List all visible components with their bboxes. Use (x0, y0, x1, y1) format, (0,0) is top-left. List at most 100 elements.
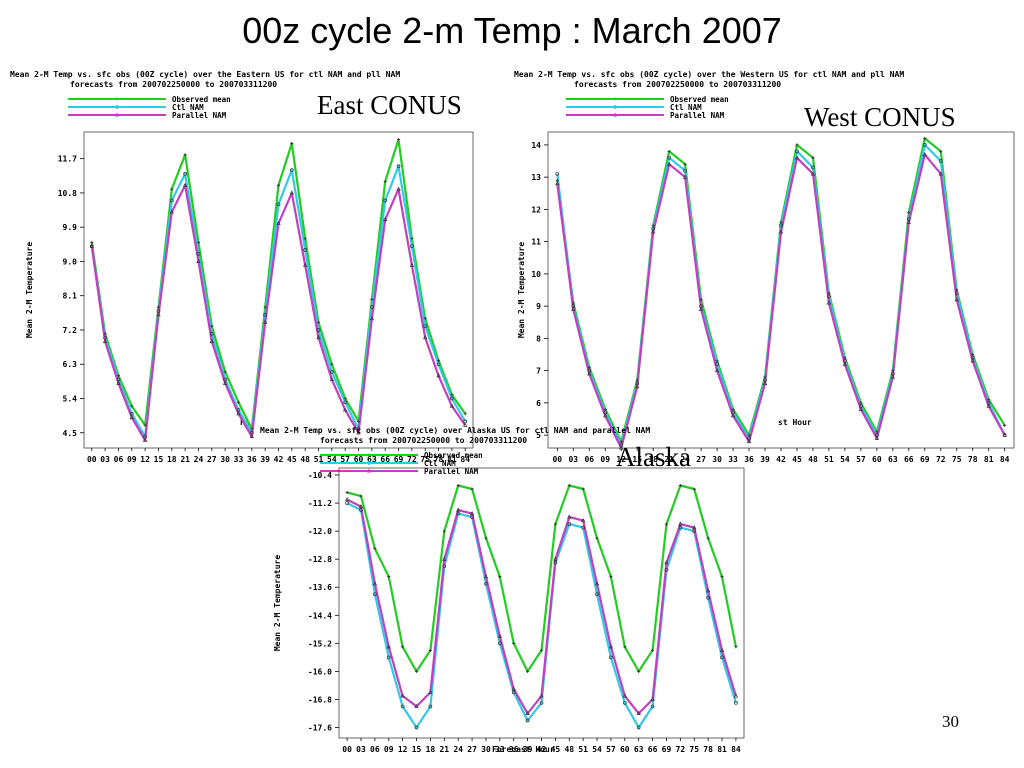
data-point (571, 306, 576, 311)
data-point (316, 320, 321, 324)
data-point (370, 297, 374, 302)
data-point (763, 375, 767, 379)
data-point (497, 633, 503, 638)
data-point (682, 174, 688, 179)
x-tick-label: 45 (551, 745, 561, 754)
data-point (383, 217, 388, 222)
data-point (263, 305, 267, 309)
data-point (580, 518, 586, 523)
data-point (555, 172, 560, 176)
data-point (114, 112, 120, 117)
data-point (373, 592, 377, 597)
chart-title-line: Mean 2-M Temp vs. sfc obs (00Z cycle) ov… (260, 426, 650, 435)
data-point (603, 413, 608, 418)
data-point (692, 529, 697, 533)
alaska-chart: Mean 2-M Temp vs. sfc obs (00Z cycle) ov… (252, 424, 752, 760)
data-point (678, 525, 683, 530)
data-point (449, 403, 455, 408)
legend-label: Observed mean (172, 95, 231, 104)
x-tick-label: 69 (394, 455, 404, 464)
y-tick-label: 8 (536, 334, 541, 343)
data-point (635, 378, 639, 382)
x-tick-label: 18 (167, 455, 177, 464)
x-tick-label: 51 (314, 455, 324, 464)
data-point (156, 312, 161, 317)
data-point (720, 575, 724, 579)
x-tick-label: 66 (648, 745, 658, 754)
data-point (414, 725, 419, 730)
data-point (498, 575, 502, 579)
x-tick-label: 69 (920, 455, 930, 464)
x-tick-label: 75 (420, 455, 430, 464)
x-tick-label: 12 (616, 455, 626, 464)
y-tick-label: 11.7 (58, 155, 77, 164)
data-point (129, 414, 134, 420)
data-point (343, 396, 347, 401)
y-tick-label: -12.8 (308, 555, 332, 564)
alaska-chart-svg: Mean 2-M Temp vs. sfc obs (00Z cycle) ov… (260, 426, 745, 754)
data-point (650, 704, 655, 709)
data-point (613, 97, 617, 101)
x-tick-label: 84 (460, 455, 470, 464)
legend-label: Ctl NAM (670, 103, 702, 112)
data-point (115, 105, 119, 109)
data-point (400, 693, 405, 698)
data-point (843, 356, 847, 360)
data-point (622, 693, 627, 698)
y-tick-label: 9.0 (63, 257, 78, 266)
data-point (827, 291, 831, 295)
data-point (262, 319, 268, 324)
data-point (456, 507, 461, 512)
data-point (290, 141, 294, 146)
data-point (387, 575, 391, 579)
data-point (386, 644, 391, 649)
data-point (170, 187, 174, 191)
x-tick-label: 24 (680, 455, 690, 464)
data-point (1003, 423, 1007, 428)
data-point (650, 696, 655, 701)
y-tick-label: -10.4 (308, 471, 332, 480)
data-point (699, 298, 703, 302)
data-point (316, 335, 321, 340)
data-point (826, 300, 832, 305)
x-tick-label: 15 (412, 745, 422, 754)
data-point (715, 359, 719, 363)
data-point (1002, 432, 1007, 437)
y-tick-label: -14.4 (308, 611, 332, 620)
y-tick-label: 10.8 (58, 189, 77, 198)
data-point (484, 536, 488, 540)
data-point (414, 703, 419, 708)
x-tick-label: 21 (180, 455, 190, 464)
data-point (383, 179, 387, 184)
data-point (414, 669, 419, 673)
data-point (369, 316, 375, 321)
x-tick-label: 30 (220, 455, 230, 464)
data-point (842, 361, 848, 366)
data-point (359, 508, 363, 512)
data-point (874, 435, 880, 440)
x-tick-label: 42 (274, 455, 284, 464)
data-point (683, 162, 687, 166)
data-point (102, 338, 108, 343)
data-point (428, 648, 433, 652)
y-axis-label: Mean 2-M Temperature (25, 242, 34, 339)
data-point (795, 143, 799, 147)
y-tick-label: 9 (536, 302, 541, 311)
data-point (970, 358, 975, 363)
data-point (436, 358, 441, 363)
data-point (811, 156, 815, 160)
x-tick-label: 36 (509, 745, 519, 754)
data-point (539, 701, 544, 705)
data-point (423, 316, 427, 321)
x-tick-label: 63 (888, 455, 898, 464)
data-point (553, 560, 558, 565)
data-point (938, 159, 943, 163)
data-point (183, 172, 187, 176)
data-point (90, 240, 94, 245)
x-tick-label: 18 (648, 455, 658, 464)
data-point (636, 710, 641, 716)
data-point (396, 164, 401, 169)
x-tick-label: 33 (728, 455, 738, 464)
data-point (303, 248, 308, 252)
data-point (906, 219, 912, 224)
